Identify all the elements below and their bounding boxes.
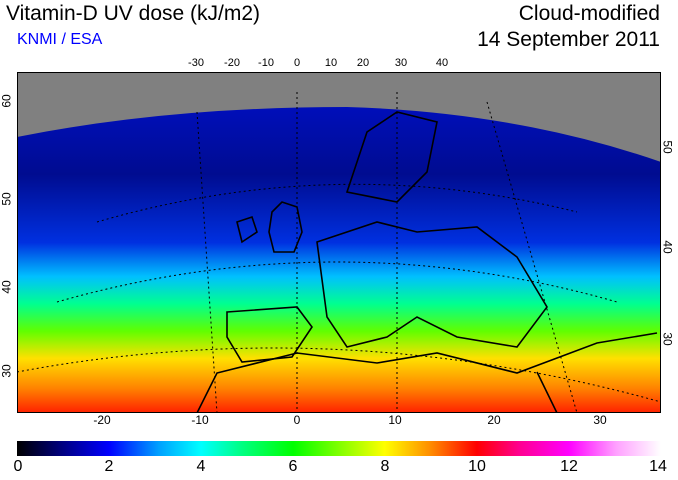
colorbar-label: 4 [196, 458, 206, 475]
top-tick: -30 [188, 57, 204, 69]
top-tick: -10 [258, 57, 274, 69]
colorbar-label: 6 [288, 458, 298, 475]
mode-label: Cloud-modified [518, 2, 660, 25]
top-tick: -20 [224, 57, 240, 69]
date-label: 14 September 2011 [477, 28, 660, 51]
bottom-tick: 30 [593, 413, 607, 427]
bottom-tick: 10 [388, 413, 402, 427]
no-data-region [17, 72, 661, 162]
top-tick: 30 [394, 57, 408, 69]
uv-dose-map [17, 72, 661, 413]
colorbar-label: 12 [560, 458, 578, 475]
right-tick: 30 [660, 332, 675, 346]
graticule [17, 92, 661, 413]
bottom-tick: -20 [93, 413, 111, 427]
map-title: Vitamin-D UV dose (kJ/m2) [6, 2, 261, 25]
left-tick: 30 [0, 364, 14, 378]
colorbar-label: 2 [104, 458, 114, 475]
right-tick: 50 [660, 140, 675, 154]
left-tick: 50 [0, 192, 14, 206]
bottom-tick: 20 [487, 413, 501, 427]
left-tick: 40 [0, 280, 14, 294]
bottom-tick: 0 [293, 413, 301, 427]
coastlines [196, 111, 658, 413]
top-tick: 10 [324, 57, 338, 69]
right-tick: 40 [660, 240, 675, 254]
top-tick: 40 [435, 57, 449, 69]
colorbar-label: 8 [380, 458, 390, 475]
map-frame [17, 72, 661, 413]
colorbar-label: 0 [13, 458, 23, 475]
left-tick: 60 [0, 94, 14, 108]
colorbar [17, 441, 661, 456]
top-tick: 0 [293, 57, 301, 69]
colorbar-label: 14 [649, 458, 667, 475]
top-tick: 20 [356, 57, 370, 69]
source-label: KNMI / ESA [17, 31, 103, 48]
colorbar-label: 10 [468, 458, 486, 475]
bottom-tick: -10 [191, 413, 209, 427]
